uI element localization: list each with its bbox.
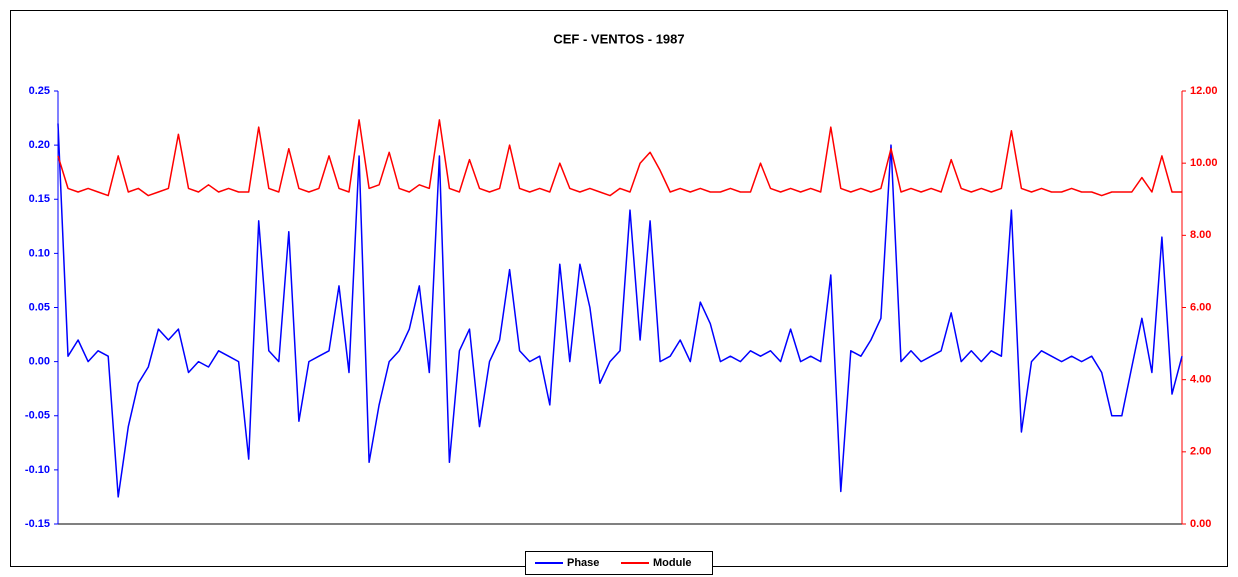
y-tick-label: 0.25 (29, 85, 50, 97)
series-line (57, 123, 1183, 498)
chart-frame (10, 10, 1228, 567)
y2-tick-label: 12.00 (1190, 85, 1218, 97)
y2-tick-label: 2.00 (1190, 446, 1211, 458)
y-tick-label: 0.05 (29, 301, 50, 313)
y-tick-label: 0.10 (29, 247, 50, 259)
y-tick-label: 0.00 (29, 356, 50, 368)
y2-tick-label: 10.00 (1190, 157, 1218, 169)
legend-label: Module (653, 557, 692, 569)
y2-tick-label: 0.00 (1190, 518, 1211, 530)
y-tick-label: -0.05 (25, 410, 50, 422)
y2-tick-label: 8.00 (1190, 229, 1211, 241)
y-tick-label: -0.10 (25, 464, 50, 476)
y2-tick-label: 6.00 (1190, 301, 1211, 313)
y-tick-label: 0.20 (29, 139, 50, 151)
chart-title: CEF - VENTOS - 1987 (553, 31, 684, 46)
legend-box (525, 551, 713, 575)
y-tick-label: -0.15 (25, 518, 50, 530)
legend-label: Phase (567, 557, 599, 569)
y-tick-label: 0.15 (29, 193, 50, 205)
series-line (57, 119, 1182, 197)
y2-tick-label: 4.00 (1190, 374, 1211, 386)
